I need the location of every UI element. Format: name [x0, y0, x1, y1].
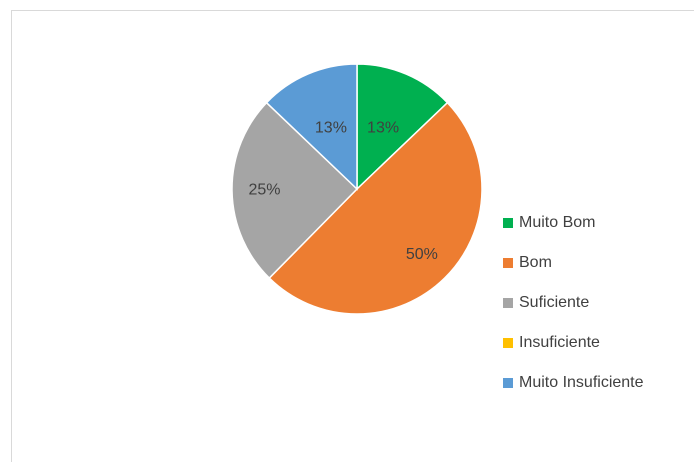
pie-slice: [268, 101, 483, 315]
legend-label: Suficiente: [519, 294, 589, 311]
data-label: 13%: [315, 119, 347, 136]
legend-label: Insuficiente: [519, 334, 600, 351]
legend-swatch: [503, 218, 513, 228]
legend-label: Muito Insuficiente: [519, 374, 644, 391]
data-label: 25%: [248, 182, 280, 199]
legend-label: Muito Bom: [519, 214, 595, 231]
pie-slice: [231, 101, 359, 280]
legend-swatch: [503, 258, 513, 268]
data-label: 50%: [406, 246, 438, 263]
legend-label: Bom: [519, 254, 552, 271]
pie-slice: [265, 63, 358, 191]
data-label: 13%: [367, 119, 399, 136]
pie-slice: [356, 63, 449, 191]
legend-swatch: [503, 338, 513, 348]
legend-swatch: [503, 298, 513, 308]
legend-swatch: [503, 378, 513, 388]
